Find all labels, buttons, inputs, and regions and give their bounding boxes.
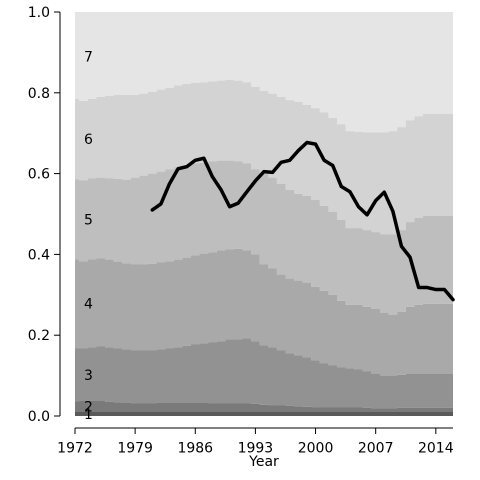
y-tick-label: 0.0 xyxy=(28,409,50,425)
y-tick-label: 0.6 xyxy=(28,167,50,183)
band-6 xyxy=(75,79,453,235)
y-tick-label: 0.4 xyxy=(28,247,50,263)
x-axis-title: Year xyxy=(248,454,279,470)
band-label-5: 5 xyxy=(84,212,93,228)
band-4 xyxy=(75,248,453,376)
stacked-bands xyxy=(75,12,453,416)
line-layer xyxy=(150,140,455,302)
y-tick-label: 0.2 xyxy=(28,328,50,344)
band-label-3: 3 xyxy=(84,368,93,384)
band-label-2: 2 xyxy=(84,400,93,416)
band-label-1: 1 xyxy=(84,407,93,423)
band-label-4: 4 xyxy=(84,297,93,313)
band-label-7: 7 xyxy=(84,49,93,65)
axes xyxy=(59,12,453,429)
x-tick-label: 1972 xyxy=(57,441,93,457)
band-7 xyxy=(75,12,453,133)
band-labels: 12 3 4 5 6 7 xyxy=(84,49,93,423)
line-series xyxy=(150,140,455,302)
x-tick-label: 2000 xyxy=(298,441,334,457)
y-tick-label: 0.8 xyxy=(28,86,50,102)
x-tick-label: 1993 xyxy=(238,441,274,457)
band-2 xyxy=(75,400,453,412)
y-tick-label: 1.0 xyxy=(28,5,50,21)
x-ticks: 1972 1979 1986 1993 2000 2007 2014 xyxy=(57,428,454,457)
y-ticks: 0.0 0.2 0.4 0.6 0.8 1.0 xyxy=(28,5,60,425)
x-tick-label: 2007 xyxy=(358,441,394,457)
x-tick-label: 1986 xyxy=(177,441,213,457)
band-3 xyxy=(75,338,453,409)
band-label-6: 6 xyxy=(84,132,93,148)
band-5 xyxy=(75,160,453,315)
band-1 xyxy=(75,411,453,416)
x-tick-label: 2014 xyxy=(418,441,454,457)
x-tick-label: 1979 xyxy=(117,441,153,457)
